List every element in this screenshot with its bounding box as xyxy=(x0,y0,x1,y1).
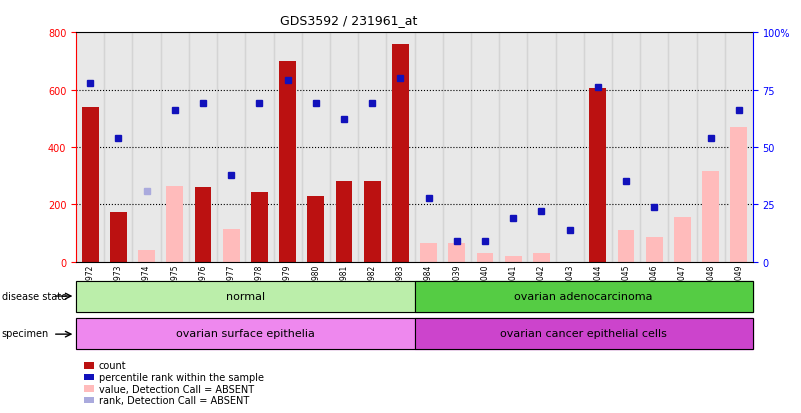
Bar xyxy=(415,33,443,262)
Bar xyxy=(245,33,273,262)
Bar xyxy=(308,196,324,262)
Bar xyxy=(104,33,132,262)
Bar xyxy=(167,186,183,262)
Bar xyxy=(251,192,268,262)
Bar xyxy=(217,33,245,262)
Text: count: count xyxy=(99,361,126,370)
Bar xyxy=(421,244,437,262)
Bar xyxy=(330,33,358,262)
Text: ovarian cancer epithelial cells: ovarian cancer epithelial cells xyxy=(501,328,667,339)
Bar xyxy=(273,33,302,262)
Bar xyxy=(110,212,127,262)
Text: ovarian adenocarcinoma: ovarian adenocarcinoma xyxy=(514,291,653,301)
Bar xyxy=(138,251,155,262)
Bar xyxy=(533,254,549,262)
Bar xyxy=(443,33,471,262)
Bar xyxy=(471,33,499,262)
Bar xyxy=(527,33,556,262)
Bar xyxy=(499,33,527,262)
Text: normal: normal xyxy=(226,291,265,301)
Bar xyxy=(674,218,691,262)
Text: specimen: specimen xyxy=(2,328,49,338)
Bar xyxy=(477,254,493,262)
Bar xyxy=(556,33,584,262)
Bar xyxy=(668,33,697,262)
Bar xyxy=(584,33,612,262)
Bar xyxy=(646,238,662,262)
Bar xyxy=(640,33,668,262)
Bar xyxy=(505,256,521,262)
Text: disease state: disease state xyxy=(2,291,66,301)
Text: ovarian surface epithelia: ovarian surface epithelia xyxy=(176,328,315,339)
Bar xyxy=(731,128,747,262)
Bar xyxy=(358,33,386,262)
Bar xyxy=(415,318,753,349)
Text: GDS3592 / 231961_at: GDS3592 / 231961_at xyxy=(280,14,418,27)
Bar xyxy=(725,33,753,262)
Text: value, Detection Call = ABSENT: value, Detection Call = ABSENT xyxy=(99,384,254,394)
Bar xyxy=(590,89,606,262)
Bar xyxy=(223,229,239,262)
Bar xyxy=(302,33,330,262)
Bar xyxy=(76,33,104,262)
Bar xyxy=(195,188,211,262)
Bar xyxy=(82,107,99,262)
Bar xyxy=(189,33,217,262)
Bar xyxy=(336,182,352,262)
Bar xyxy=(392,45,409,262)
Bar xyxy=(612,33,640,262)
Text: rank, Detection Call = ABSENT: rank, Detection Call = ABSENT xyxy=(99,395,249,405)
Bar xyxy=(161,33,189,262)
Bar xyxy=(76,318,415,349)
Bar xyxy=(279,62,296,262)
Bar xyxy=(364,182,380,262)
Bar xyxy=(415,281,753,312)
Bar xyxy=(449,244,465,262)
Bar xyxy=(618,231,634,262)
Bar xyxy=(132,33,161,262)
Bar xyxy=(386,33,414,262)
Bar xyxy=(702,172,719,262)
Bar xyxy=(697,33,725,262)
Bar xyxy=(76,281,415,312)
Text: percentile rank within the sample: percentile rank within the sample xyxy=(99,372,264,382)
